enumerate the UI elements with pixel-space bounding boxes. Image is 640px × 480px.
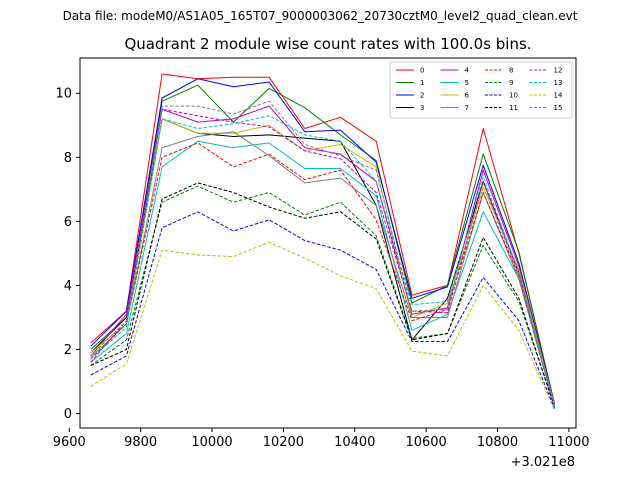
legend-label-0: 0 <box>420 67 424 75</box>
series-line-9 <box>90 185 556 408</box>
figure-suptitle: Data file: modeM0/AS1A05_165T07_90000030… <box>63 9 578 23</box>
x-tick-label: 10800 <box>477 435 518 450</box>
series-lines <box>90 73 556 411</box>
x-tick-label: 10600 <box>405 435 446 450</box>
legend-label-13: 13 <box>554 79 563 87</box>
y-tick-label: 2 <box>64 343 72 358</box>
legend-label-4: 4 <box>465 67 470 75</box>
plot-area-frame <box>79 57 577 429</box>
x-tick-label: 9800 <box>124 435 157 450</box>
legend-label-11: 11 <box>509 104 518 112</box>
chart-title: Quadrant 2 module wise count rates with … <box>124 35 531 53</box>
x-tick-label: 9600 <box>53 435 86 450</box>
y-tick-label: 6 <box>64 215 72 230</box>
legend-label-15: 15 <box>554 104 563 112</box>
series-line-6 <box>90 118 556 406</box>
x-tick-label: 11000 <box>548 435 589 450</box>
x-axis: 9600 9800 10000 10200 10400 10600 10800 11000 <box>53 428 590 450</box>
x-tick-label: 10400 <box>334 435 375 450</box>
series-line-10 <box>90 211 556 409</box>
legend-label-12: 12 <box>554 67 563 75</box>
series-line-12 <box>90 108 556 408</box>
legend-label-8: 8 <box>509 67 513 75</box>
series-line-4 <box>90 105 556 406</box>
series-line-1 <box>90 84 556 406</box>
series-line-15 <box>90 100 556 406</box>
legend-box <box>389 61 573 119</box>
legend-label-7: 7 <box>465 104 469 112</box>
series-line-11 <box>90 182 556 408</box>
legend-label-10: 10 <box>509 92 518 100</box>
series-line-13 <box>90 115 556 408</box>
series-line-5 <box>90 140 556 408</box>
legend-label-9: 9 <box>509 79 513 87</box>
x-tick-label: 10000 <box>191 435 232 450</box>
series-line-14 <box>90 241 556 411</box>
legend-label-2: 2 <box>420 92 424 100</box>
series-line-8 <box>90 142 556 408</box>
series-line-2 <box>90 78 556 405</box>
legend-label-3: 3 <box>420 104 424 112</box>
legend-label-1: 1 <box>420 79 424 87</box>
y-tick-label: 8 <box>64 151 72 166</box>
y-tick-label: 10 <box>55 87 72 102</box>
legend-label-5: 5 <box>465 79 469 87</box>
y-tick-label: 4 <box>64 279 72 294</box>
x-axis-offset-label: +3.021e8 <box>511 455 575 470</box>
x-tick-label: 10200 <box>263 435 304 450</box>
y-tick-label: 0 <box>64 407 72 422</box>
legend-label-6: 6 <box>465 92 470 100</box>
legend-label-14: 14 <box>554 92 563 100</box>
series-line-3 <box>90 118 556 406</box>
y-axis: 0 2 4 6 8 10 <box>55 87 80 422</box>
series-line-0 <box>90 73 556 405</box>
